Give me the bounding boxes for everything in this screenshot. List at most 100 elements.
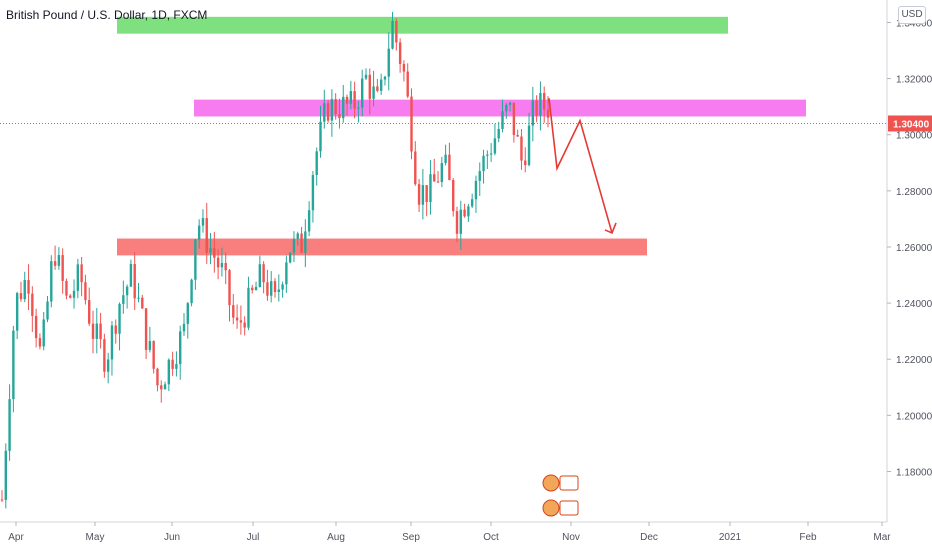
- candle-body: [163, 384, 167, 390]
- flag-icon: [542, 474, 560, 492]
- candle-body: [201, 218, 205, 226]
- candle-body: [452, 180, 455, 212]
- candle-body: [95, 323, 98, 339]
- candle-body: [288, 252, 292, 263]
- candle-body: [546, 109, 550, 118]
- candle-body: [190, 279, 193, 304]
- x-tick-label: Aug: [327, 532, 345, 543]
- candle-body: [497, 128, 500, 139]
- candle-body: [209, 248, 212, 253]
- candle-body: [486, 154, 489, 156]
- candle-body: [361, 78, 364, 108]
- candle-body: [57, 255, 61, 266]
- candle-body: [243, 322, 246, 328]
- candle-body: [258, 264, 262, 287]
- candle-body: [364, 74, 368, 79]
- candle-body: [345, 96, 349, 104]
- flag-icon: [542, 499, 560, 517]
- candle-body: [137, 297, 140, 299]
- candle-body: [34, 315, 38, 339]
- candle-body: [46, 301, 49, 320]
- chart-title: British Pound / U.S. Dollar, 1D, FXCM: [6, 8, 208, 22]
- candle-body: [266, 282, 269, 296]
- candle-body: [247, 287, 250, 328]
- support-zone[interactable]: [117, 238, 647, 256]
- projection-path[interactable]: [548, 98, 613, 234]
- candle-body: [410, 96, 413, 152]
- candle-body: [300, 233, 303, 253]
- candle-body: [349, 91, 353, 104]
- candle-body: [122, 295, 125, 304]
- candle-body: [84, 282, 87, 301]
- candle-body: [76, 264, 80, 291]
- calendar-icon: [559, 500, 579, 516]
- candle-body: [270, 281, 273, 296]
- candle-body: [311, 175, 315, 211]
- candle-body: [254, 286, 258, 291]
- candle-body: [175, 364, 178, 369]
- candle-body: [23, 280, 26, 300]
- candle-body: [88, 300, 91, 324]
- candle-body: [398, 42, 402, 64]
- candle-body: [156, 368, 159, 386]
- resistance-zone-mid[interactable]: [194, 99, 806, 117]
- resistance-zone-top[interactable]: [117, 16, 728, 34]
- candle-body: [417, 184, 421, 205]
- candle-body: [103, 339, 106, 372]
- candles-layer: [0, 11, 550, 509]
- candle-body: [160, 385, 163, 390]
- x-tick-label: May: [86, 532, 105, 543]
- candle-body: [106, 359, 110, 372]
- x-tick-label: Dec: [640, 532, 658, 543]
- candle-body: [220, 263, 224, 268]
- current-price-label: 1.30400: [893, 119, 930, 130]
- candle-body: [307, 210, 311, 232]
- candle-body: [319, 121, 322, 152]
- candle-body: [535, 100, 538, 116]
- candle-body: [304, 231, 307, 253]
- candle-body: [118, 303, 121, 334]
- candle-body: [493, 138, 497, 154]
- candle-body: [38, 338, 42, 347]
- candle-body: [281, 284, 284, 290]
- candle-body: [0, 499, 4, 501]
- candle-body: [516, 134, 519, 137]
- x-tick-label: Jun: [164, 532, 180, 543]
- candle-body: [470, 199, 474, 207]
- candle-body: [152, 341, 155, 369]
- candle-body: [144, 308, 148, 350]
- candle-body: [148, 341, 152, 350]
- currency-button[interactable]: USD: [898, 6, 926, 24]
- candle-body: [383, 76, 387, 80]
- time-axis[interactable]: Apr May Jun Jul Aug Sep Oct Nov Dec 2021 Feb Mar: [0, 521, 891, 543]
- candle-body: [69, 295, 72, 298]
- candle-body: [330, 99, 334, 121]
- candle-body: [125, 286, 129, 296]
- candle-body: [448, 154, 451, 181]
- candle-body: [91, 323, 95, 339]
- projection-arrowhead: [604, 222, 617, 234]
- candle-body: [262, 264, 265, 283]
- y-tick-label: 1.22000: [896, 355, 932, 366]
- x-tick-label: Sep: [402, 532, 420, 543]
- candle-body: [15, 293, 19, 331]
- candle-body: [372, 86, 375, 99]
- candle-body: [114, 325, 117, 334]
- flag-icon-group: [542, 474, 579, 517]
- candle-body: [65, 280, 68, 296]
- candle-body: [19, 293, 23, 300]
- candle-body: [474, 180, 478, 200]
- price-axis[interactable]: 1.18000 1.20000 1.22000 1.24000 1.26000 1.280…: [886, 0, 932, 522]
- candle-body: [251, 287, 254, 291]
- candle-body: [425, 185, 428, 203]
- candle-body: [182, 323, 186, 332]
- candle-body: [213, 248, 216, 258]
- candle-body: [376, 86, 379, 91]
- x-tick-label: Apr: [8, 532, 24, 543]
- candle-body: [296, 233, 299, 239]
- candle-body: [531, 100, 535, 126]
- y-tick-label: 1.32000: [896, 75, 932, 86]
- candle-body: [501, 111, 504, 129]
- x-tick-label: Oct: [483, 532, 499, 543]
- candle-body: [228, 270, 231, 306]
